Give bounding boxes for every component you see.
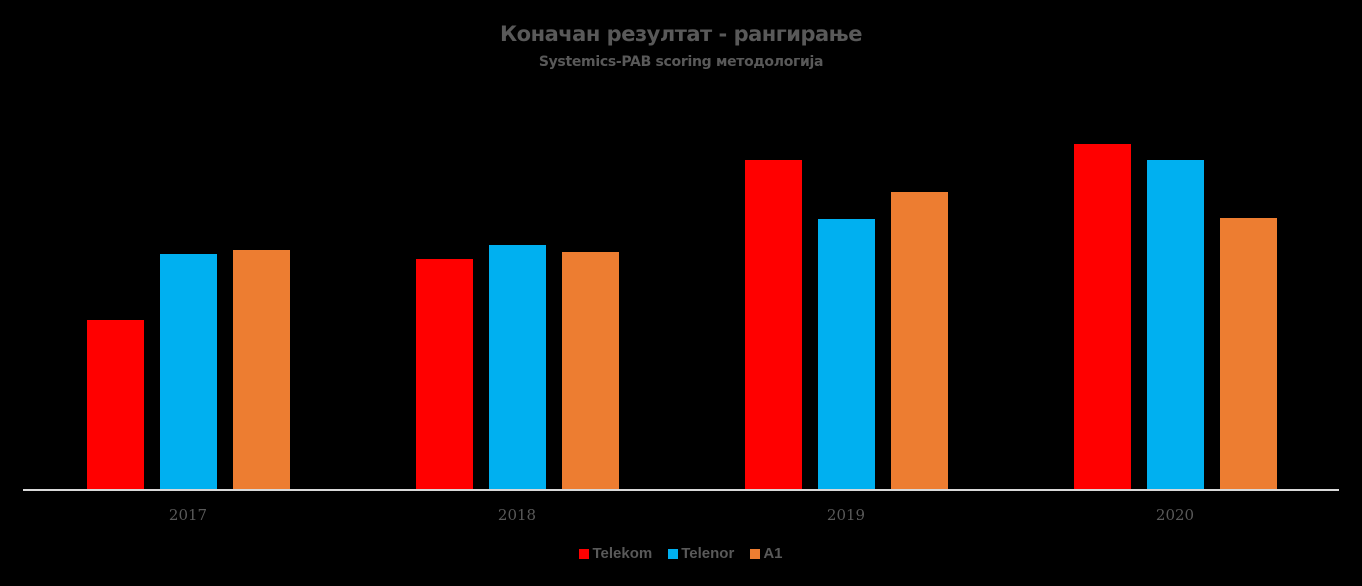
legend-item-a1: A1 xyxy=(750,545,783,562)
bar-a1-2018 xyxy=(561,252,619,490)
legend: Telekom Telenor A1 xyxy=(0,545,1362,562)
bar-a1-2017 xyxy=(232,250,290,490)
bar-telekom-2019 xyxy=(744,160,802,490)
plot-area xyxy=(23,100,1339,490)
bar-telenor-2019 xyxy=(817,219,875,490)
x-tick-label: 2019 xyxy=(826,506,866,524)
x-tick-label: 2020 xyxy=(1155,506,1195,524)
bar-telenor-2018 xyxy=(488,245,546,490)
bar-telekom-2018 xyxy=(415,259,473,490)
x-tick-label: 2018 xyxy=(497,506,537,524)
bar-a1-2019 xyxy=(890,192,948,490)
chart-subtitle: Systemics-PAB scoring методологија xyxy=(538,54,824,70)
bar-telenor-2017 xyxy=(159,254,217,490)
legend-swatch-icon xyxy=(668,548,679,559)
bar-telekom-2020 xyxy=(1073,144,1131,490)
chart-title: Коначан резултат - рангирање xyxy=(499,22,863,46)
legend-label: Telenor xyxy=(681,545,735,562)
legend-label: Telekom xyxy=(592,545,653,562)
legend-item-telekom: Telekom xyxy=(579,545,652,562)
x-tick-label: 2017 xyxy=(168,506,208,524)
x-axis-line xyxy=(23,489,1339,491)
bar-a1-2020 xyxy=(1219,218,1277,490)
bar-telenor-2020 xyxy=(1146,160,1204,490)
legend-swatch-icon xyxy=(750,548,761,559)
legend-swatch-icon xyxy=(579,548,590,559)
bar-telekom-2017 xyxy=(86,320,144,490)
legend-label: A1 xyxy=(763,545,783,562)
legend-item-telenor: Telenor xyxy=(668,545,734,562)
